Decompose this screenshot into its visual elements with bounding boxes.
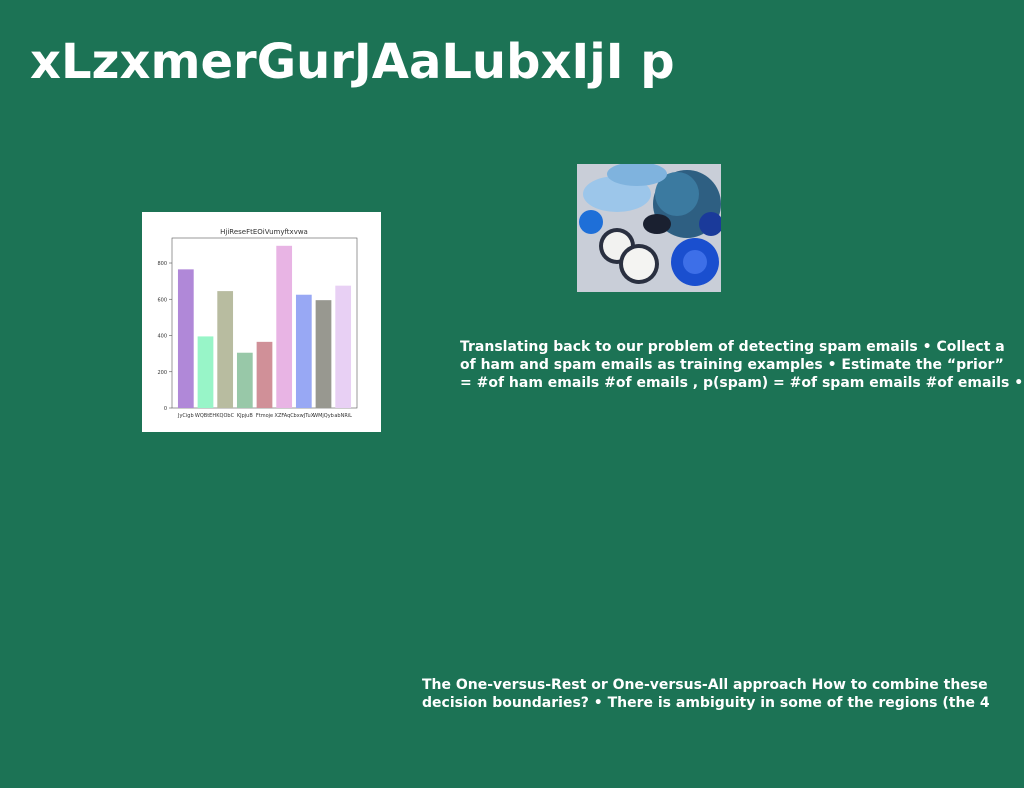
text-line: Translating back to our problem of detec…	[460, 339, 1005, 355]
text-line: of ham and spam emails as training examp…	[460, 357, 1004, 373]
bar	[217, 291, 234, 408]
y-tick-label: 0	[164, 406, 167, 412]
text-line: decision boundaries? • There is ambiguit…	[422, 695, 990, 711]
x-tick-label: KQObC	[216, 413, 234, 419]
y-tick-label: 200	[157, 370, 167, 376]
x-tick-label: XZFAqC	[275, 413, 295, 419]
x-tick-label: Ftmoje	[256, 413, 273, 419]
chart-title: HjiReseFtEOiVumyftxvwa	[220, 228, 308, 236]
bar	[276, 245, 293, 408]
y-tick-label: 400	[157, 334, 167, 340]
text-line: = #of ham emails #of emails , p(spam) = …	[460, 375, 1024, 391]
x-tick-label: WMjQyb	[313, 413, 334, 419]
bar	[315, 300, 332, 408]
bar	[335, 285, 352, 408]
slide-title: xLzxmerGurJAaLubxIjI p	[30, 34, 675, 90]
x-tick-label: bxwJTuX	[294, 413, 315, 419]
text-line: The One-versus-Rest or One-versus-All ap…	[422, 677, 988, 693]
bar	[197, 336, 214, 408]
photo	[577, 164, 721, 292]
x-tick-label: abNRiL	[334, 413, 352, 419]
chart: HjiReseFtEOiVumyftxvwa 0 200 400 600 800 JyCi…	[142, 212, 381, 432]
bar	[236, 352, 253, 408]
y-tick-label: 800	[157, 261, 167, 267]
x-tick-label: JyCigb	[177, 413, 194, 419]
text-block: Translating back to our problem of detec…	[460, 338, 1024, 392]
x-tick-label: KJpjuB	[237, 413, 253, 419]
x-tick-label: WQBtEH	[195, 413, 216, 419]
bar	[177, 269, 194, 408]
y-tick-label: 600	[157, 297, 167, 303]
text-block: The One-versus-Rest or One-versus-All ap…	[422, 676, 1024, 712]
bar	[295, 294, 312, 408]
bar	[256, 341, 273, 408]
